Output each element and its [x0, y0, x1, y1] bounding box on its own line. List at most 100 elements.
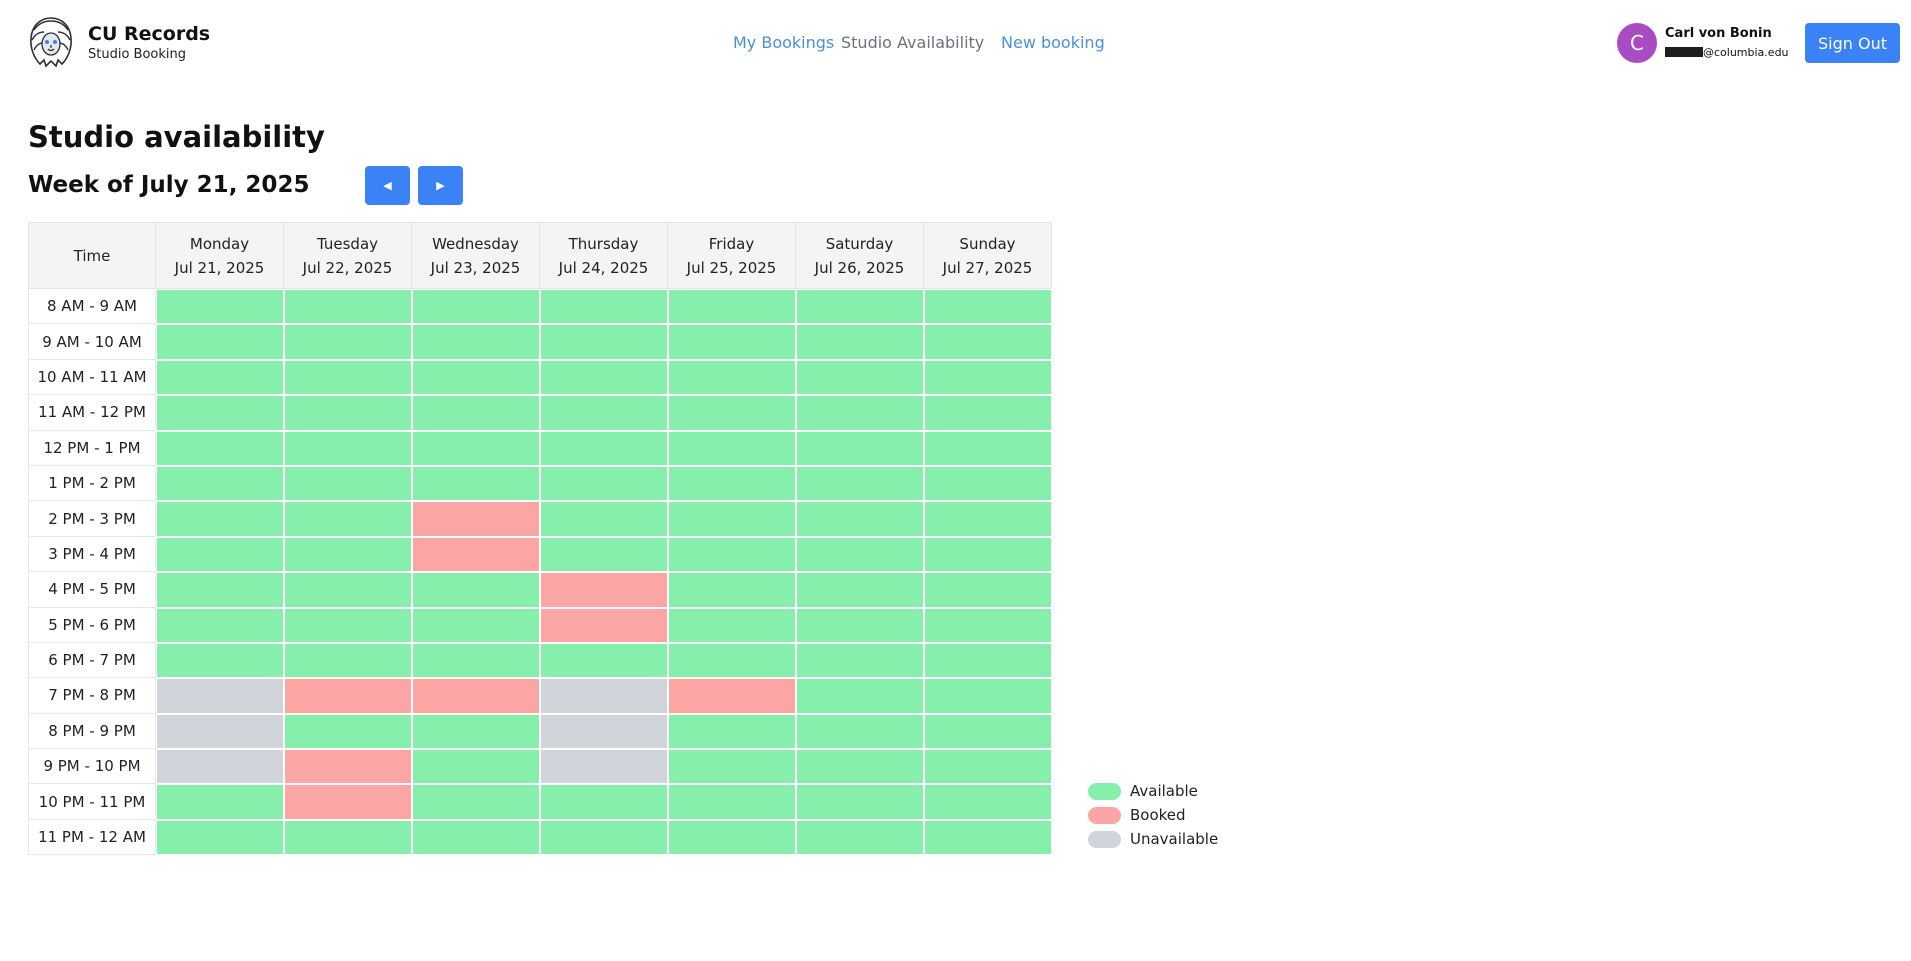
nav-new-booking[interactable]: New booking: [1001, 33, 1105, 52]
nav-studio-availability[interactable]: Studio Availability: [841, 33, 985, 52]
slot-available[interactable]: [796, 501, 924, 537]
slot-available[interactable]: [540, 430, 668, 466]
slot-booked[interactable]: [668, 678, 796, 714]
slot-available[interactable]: [924, 501, 1052, 537]
slot-available[interactable]: [668, 395, 796, 431]
slot-available[interactable]: [796, 395, 924, 431]
slot-available[interactable]: [668, 607, 796, 643]
slot-available[interactable]: [540, 465, 668, 502]
slot-available[interactable]: [412, 749, 540, 785]
slot-available[interactable]: [156, 324, 284, 360]
slot-available[interactable]: [412, 395, 540, 431]
slot-available[interactable]: [412, 324, 540, 360]
slot-unavailable[interactable]: [156, 749, 284, 785]
slot-available[interactable]: [668, 749, 796, 785]
slot-available[interactable]: [156, 430, 284, 466]
slot-available[interactable]: [924, 324, 1052, 360]
sign-out-button[interactable]: Sign Out: [1805, 23, 1900, 63]
slot-available[interactable]: [924, 642, 1052, 679]
lion-logo-icon[interactable]: [26, 14, 76, 70]
slot-available[interactable]: [796, 536, 924, 573]
slot-available[interactable]: [668, 572, 796, 608]
slot-available[interactable]: [796, 607, 924, 643]
slot-available[interactable]: [796, 819, 924, 856]
slot-available[interactable]: [796, 359, 924, 396]
slot-available[interactable]: [924, 784, 1052, 820]
slot-available[interactable]: [924, 359, 1052, 396]
slot-available[interactable]: [668, 501, 796, 537]
slot-available[interactable]: [924, 713, 1052, 750]
slot-available[interactable]: [668, 536, 796, 573]
slot-booked[interactable]: [284, 749, 412, 785]
slot-available[interactable]: [284, 642, 412, 679]
slot-available[interactable]: [796, 642, 924, 679]
slot-available[interactable]: [284, 430, 412, 466]
slot-available[interactable]: [284, 572, 412, 608]
avatar[interactable]: C: [1617, 23, 1657, 63]
slot-available[interactable]: [540, 819, 668, 856]
slot-unavailable[interactable]: [540, 713, 668, 750]
slot-available[interactable]: [156, 359, 284, 396]
slot-available[interactable]: [540, 536, 668, 573]
slot-available[interactable]: [284, 501, 412, 537]
slot-available[interactable]: [924, 607, 1052, 643]
slot-available[interactable]: [668, 784, 796, 820]
slot-booked[interactable]: [540, 572, 668, 608]
slot-available[interactable]: [924, 536, 1052, 573]
slot-available[interactable]: [540, 642, 668, 679]
slot-available[interactable]: [412, 642, 540, 679]
slot-available[interactable]: [796, 465, 924, 502]
slot-available[interactable]: [540, 359, 668, 396]
slot-available[interactable]: [412, 607, 540, 643]
slot-booked[interactable]: [412, 501, 540, 537]
slot-available[interactable]: [924, 678, 1052, 714]
slot-available[interactable]: [668, 713, 796, 750]
slot-available[interactable]: [156, 819, 284, 856]
slot-available[interactable]: [540, 784, 668, 820]
slot-available[interactable]: [156, 536, 284, 573]
slot-available[interactable]: [540, 324, 668, 360]
slot-available[interactable]: [284, 465, 412, 502]
slot-available[interactable]: [668, 324, 796, 360]
slot-available[interactable]: [924, 749, 1052, 785]
slot-available[interactable]: [668, 465, 796, 502]
slot-available[interactable]: [412, 465, 540, 502]
slot-available[interactable]: [796, 713, 924, 750]
slot-available[interactable]: [924, 465, 1052, 502]
slot-available[interactable]: [156, 572, 284, 608]
slot-available[interactable]: [668, 642, 796, 679]
next-week-button[interactable]: ▶: [418, 166, 463, 205]
slot-available[interactable]: [668, 430, 796, 466]
slot-booked[interactable]: [412, 678, 540, 714]
slot-available[interactable]: [796, 749, 924, 785]
slot-available[interactable]: [540, 289, 668, 325]
slot-available[interactable]: [412, 572, 540, 608]
slot-unavailable[interactable]: [540, 678, 668, 714]
slot-available[interactable]: [412, 289, 540, 325]
slot-available[interactable]: [412, 784, 540, 820]
nav-my-bookings[interactable]: My Bookings: [733, 33, 835, 52]
slot-available[interactable]: [796, 784, 924, 820]
slot-available[interactable]: [284, 819, 412, 856]
previous-week-button[interactable]: ◀: [365, 166, 410, 205]
slot-available[interactable]: [156, 607, 284, 643]
slot-available[interactable]: [156, 642, 284, 679]
slot-available[interactable]: [156, 465, 284, 502]
slot-available[interactable]: [284, 607, 412, 643]
slot-available[interactable]: [284, 536, 412, 573]
slot-available[interactable]: [284, 713, 412, 750]
slot-available[interactable]: [284, 395, 412, 431]
slot-available[interactable]: [540, 395, 668, 431]
slot-available[interactable]: [412, 713, 540, 750]
slot-available[interactable]: [412, 359, 540, 396]
slot-available[interactable]: [796, 678, 924, 714]
slot-available[interactable]: [924, 819, 1052, 856]
slot-booked[interactable]: [284, 784, 412, 820]
slot-available[interactable]: [412, 819, 540, 856]
slot-available[interactable]: [796, 572, 924, 608]
slot-unavailable[interactable]: [540, 749, 668, 785]
slot-available[interactable]: [156, 395, 284, 431]
slot-available[interactable]: [924, 430, 1052, 466]
slot-available[interactable]: [412, 430, 540, 466]
slot-available[interactable]: [284, 289, 412, 325]
